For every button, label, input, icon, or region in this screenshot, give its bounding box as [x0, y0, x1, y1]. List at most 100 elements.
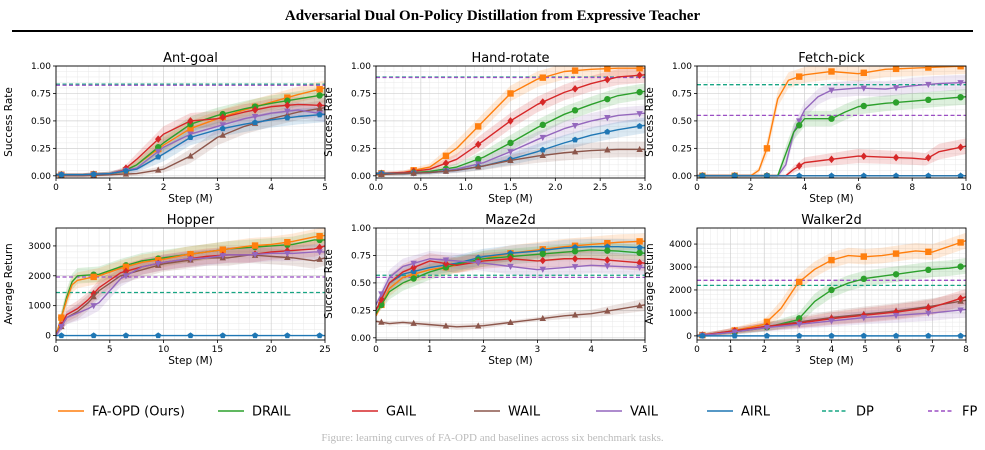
ytick-label-fetch-pick: 0.25	[672, 144, 692, 154]
ylabel-ant-goal: Success Rate	[3, 87, 15, 157]
series-fa-opd-ours-fetch-pick	[697, 66, 966, 177]
marker-fa-opd-ours-walker2d	[860, 253, 867, 260]
chart-title-walker2d: Walker2d	[801, 213, 862, 228]
marker-fa-opd-ours-ant-goal	[187, 125, 194, 132]
xtick-label-walker2d: 3	[795, 345, 801, 355]
page-title: Adversarial Dual On-Policy Distillation …	[284, 8, 701, 24]
marker-vail-maze2d	[539, 266, 546, 273]
marker-fa-opd-ours-hand-rotate	[604, 66, 611, 72]
marker-vail-walker2d	[731, 329, 738, 336]
xtick-label-walker2d: 2	[761, 345, 767, 355]
xtick-label-maze2d: 5	[642, 345, 648, 355]
marker-drail-ant-goal	[155, 144, 162, 151]
ylabel-fetch-pick: Success Rate	[644, 87, 656, 157]
markers-wail-hand-rotate	[378, 145, 643, 178]
xtick-label-hand-rotate: 2.0	[548, 183, 563, 193]
xlabel-hand-rotate: Step (M)	[488, 193, 533, 205]
marker-fa-opd-ours-hand-rotate	[636, 66, 643, 72]
xtick-label-hopper: 15	[212, 345, 223, 355]
series-vail-fetch-pick	[697, 81, 966, 177]
marker-gail-fetch-pick	[860, 152, 867, 161]
marker-fa-opd-ours-maze2d	[636, 238, 643, 245]
marker-airl-fetch-pick	[893, 172, 900, 178]
marker-drail-hand-rotate	[571, 107, 579, 114]
marker-airl-walker2d	[731, 332, 738, 339]
marker-fa-opd-ours-hand-rotate	[507, 90, 514, 97]
marker-airl-hand-rotate	[604, 128, 611, 135]
legend-item-gail: GAIL	[352, 405, 417, 420]
marker-drail-fetch-pick	[892, 99, 900, 106]
marker-vail-hopper	[251, 251, 259, 259]
marker-airl-hopper	[284, 332, 291, 339]
marker-vail-maze2d	[604, 263, 611, 270]
xtick-label-hand-rotate: 0.5	[414, 183, 428, 193]
ylabel-walker2d: Average Return	[644, 243, 656, 324]
marker-airl-hopper	[219, 332, 226, 339]
marker-airl-ant-goal	[90, 171, 97, 177]
marker-vail-ant-goal	[284, 108, 291, 115]
markers-airl-ant-goal	[58, 111, 323, 178]
grid-hopper	[55, 228, 326, 340]
marker-airl-walker2d	[763, 332, 770, 339]
xtick-label-ant-goal: 0	[53, 183, 59, 193]
xtick-label-fetch-pick: 4	[802, 183, 808, 193]
xtick-label-fetch-pick: 10	[960, 183, 972, 193]
marker-fa-opd-ours-walker2d	[957, 239, 964, 246]
marker-drail-fetch-pick	[860, 102, 867, 110]
xlabel-fetch-pick: Step (M)	[809, 193, 854, 205]
chart-title-hand-rotate: Hand-rotate	[471, 51, 549, 66]
marker-airl-ant-goal	[316, 111, 323, 118]
marker-gail-maze2d	[539, 256, 546, 265]
series-vail-hopper	[56, 251, 325, 336]
legend-label-dp: DP	[856, 405, 874, 420]
marker-airl-hopper	[155, 332, 162, 339]
marker-wail-hand-rotate	[442, 167, 450, 174]
series-wail-hopper	[56, 254, 325, 336]
marker-vail-walker2d	[957, 307, 964, 314]
legend-label-gail: GAIL	[386, 405, 417, 420]
marker-airl-ant-goal	[284, 114, 291, 121]
marker-gail-maze2d	[410, 263, 417, 272]
marker-gail-hand-rotate	[442, 159, 450, 168]
marker-fa-opd-ours-hopper	[219, 246, 226, 253]
xtick-label-walker2d: 4	[829, 345, 835, 355]
marker-vail-hopper	[58, 324, 65, 331]
plot-area-hopper	[56, 228, 325, 339]
marker-airl-fetch-pick	[860, 172, 867, 178]
marker-vail-ant-goal	[155, 148, 162, 156]
marker-fa-opd-ours-hopper	[90, 273, 97, 281]
xtick-label-hopper: 5	[107, 345, 113, 355]
band-fa-opd-ours-hand-rotate	[376, 66, 645, 176]
title-rule	[12, 30, 973, 32]
band-fa-opd-ours-hopper	[56, 228, 325, 338]
marker-gail-walker2d	[925, 303, 932, 312]
xlabel-walker2d: Step (M)	[809, 355, 854, 367]
marker-fa-opd-ours-fetch-pick	[892, 66, 900, 73]
marker-wail-ant-goal	[316, 105, 323, 112]
xtick-label-maze2d: 1	[427, 345, 433, 355]
marker-airl-fetch-pick	[925, 172, 932, 178]
marker-wail-hopper	[90, 293, 97, 300]
marker-wail-hopper	[316, 255, 323, 262]
marker-gail-fetch-pick	[925, 153, 932, 162]
marker-drail-maze2d	[636, 249, 643, 257]
marker-vail-maze2d	[636, 264, 643, 271]
marker-airl-walker2d	[957, 332, 964, 339]
marker-wail-maze2d	[571, 311, 579, 318]
marker-gail-hand-rotate	[475, 140, 482, 149]
band-airl-hand-rotate	[376, 117, 645, 176]
marker-vail-fetch-pick	[860, 85, 867, 92]
marker-wail-maze2d	[636, 302, 643, 309]
marker-fa-opd-ours-fetch-pick	[796, 73, 803, 80]
marker-gail-fetch-pick	[892, 153, 900, 162]
marker-fa-opd-ours-maze2d	[604, 239, 611, 247]
ytick-label-fetch-pick: 0.75	[672, 89, 692, 99]
ytick-label-ant-goal: 0.00	[31, 172, 51, 182]
marker-vail-hopper	[122, 273, 130, 280]
marker-vail-fetch-pick	[796, 118, 803, 125]
chart-title-maze2d: Maze2d	[485, 213, 536, 228]
xtick-label-fetch-pick: 0	[694, 183, 700, 193]
markers-wail-maze2d	[378, 302, 643, 329]
xtick-label-walker2d: 6	[896, 345, 902, 355]
chart-maze2d: 0 1 2 3 4 5 0.00 0.25 0.50 0.75 1.00 Maze2d Step (M)…	[323, 213, 648, 367]
